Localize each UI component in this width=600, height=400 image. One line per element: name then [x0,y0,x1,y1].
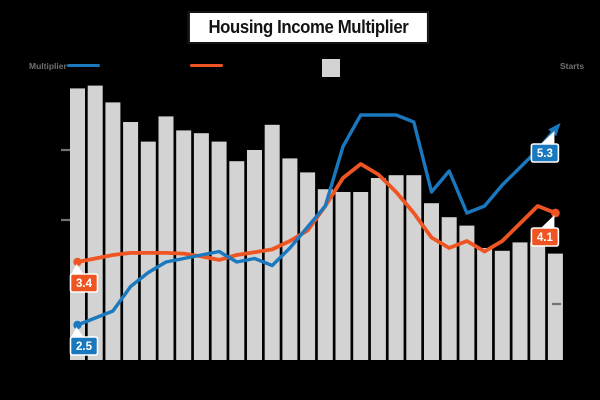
bar [105,102,121,361]
bar [247,150,262,360]
bar [158,116,174,361]
trend-end-marker [551,208,560,218]
callout-value-4.1: 4.1 [537,232,554,244]
bar [406,175,422,360]
multiplier-line [75,113,558,327]
bar [424,203,439,360]
callout-pointer-3.4 [70,264,85,276]
multiplier-line-swatch [67,64,100,68]
callout-box-4.1 [530,227,560,247]
bar [441,217,457,360]
bar [459,225,475,360]
bar [370,178,386,360]
callout-value-3.4: 3.4 [76,278,93,290]
chart-title-box: Housing Income Multiplier [187,11,429,44]
chart-title: Housing Income Multiplier [208,17,409,37]
bar [264,124,280,360]
callout-pointer-2.5 [70,327,85,339]
callout-value-5.3: 5.3 [537,148,553,160]
bar [300,172,316,360]
bar [193,133,209,360]
legend-multiplier-label: Multiplier [29,61,67,71]
callout-value-2.5: 2.5 [76,341,93,353]
trend-start-marker [73,257,82,267]
bar [317,189,333,360]
multiplier-start-marker [73,320,82,330]
bar [282,158,298,360]
bar [477,248,493,360]
bar [530,242,546,360]
bar [70,88,85,361]
bar [176,130,192,360]
trend-line-swatch [190,64,223,68]
callout-pointer-5.3 [539,131,555,146]
multiplier-end-arrow [548,122,561,137]
callout-pointer-4.1 [539,215,555,230]
callout-box-5.3 [530,143,560,163]
bar [494,250,510,360]
bar [335,192,351,360]
callout-box-2.5 [69,336,99,356]
legend-right-label: Starts [560,61,585,71]
bar [353,192,369,360]
bar [123,122,139,360]
callout-box-3.4 [69,273,99,293]
bar [140,141,156,360]
bar [388,175,404,360]
bar [512,242,528,360]
bar [547,253,563,360]
bars-legend-swatch [322,59,340,77]
